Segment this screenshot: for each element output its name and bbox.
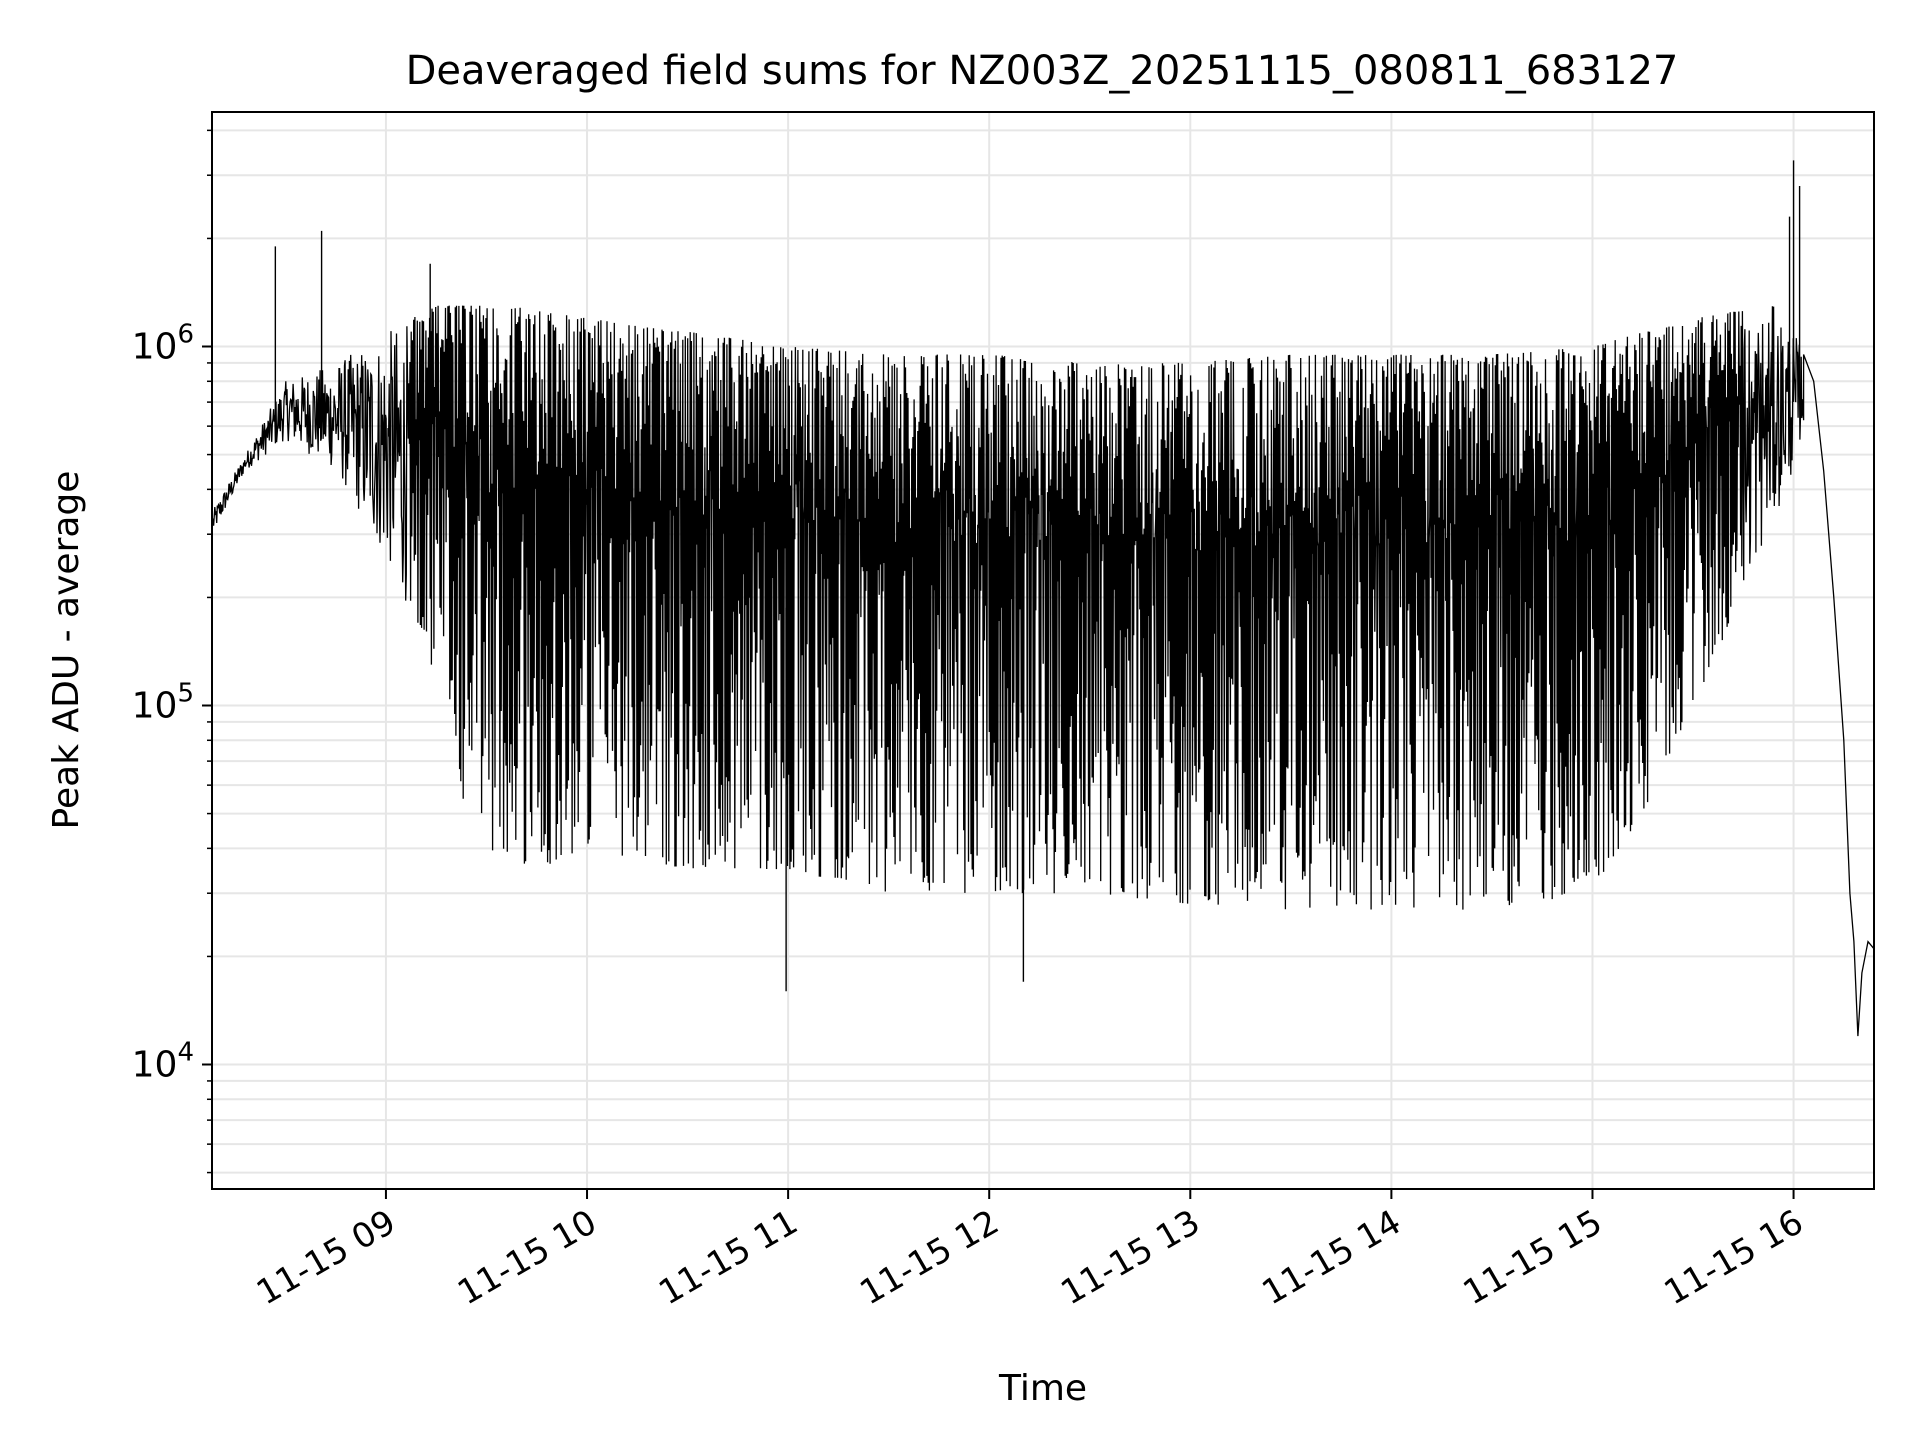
series-peak-adu [212,160,1874,1037]
chart-title: Deaveraged field sums for NZ003Z_2025111… [406,48,1679,94]
y-tick-label: 104 [132,1038,194,1086]
axes-frame [211,111,1875,1190]
y-tick-label: 105 [132,679,194,727]
series-line [212,305,1874,1037]
y-axis-ticks: 104 105 106 [132,129,212,1174]
x-axis-label: Time [998,1368,1087,1409]
y-axis-label: Peak ADU - average [46,471,87,830]
y-tick-label: 106 [132,320,194,368]
plot-area [212,160,1874,1037]
